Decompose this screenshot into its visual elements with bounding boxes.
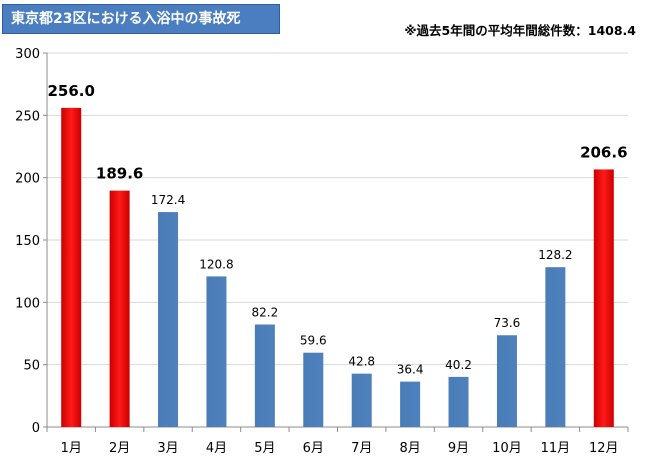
x-tick-label: 9月 [448, 441, 469, 456]
average-note: ※過去5年間の平均年間総件数：1408.4 [404, 23, 636, 38]
bar [158, 212, 179, 427]
y-tick-label: 300 [15, 47, 40, 62]
bar [545, 267, 566, 427]
x-tick-label: 7月 [351, 441, 372, 456]
x-tick-labels: 1月 2月 3月 4月 5月 6月 7月 8月 9月 10月 11月 12月 [61, 441, 619, 456]
data-label: 36.4 [397, 363, 424, 377]
bar [496, 335, 517, 427]
x-tick-label: 11月 [541, 441, 571, 456]
bar [303, 352, 324, 427]
data-label: 59.6 [300, 334, 327, 348]
data-label: 206.6 [580, 143, 627, 161]
data-label: 120.8 [199, 257, 233, 271]
y-tick-label: 0 [32, 421, 40, 436]
bar-highlighted [61, 107, 82, 427]
chart-title: 東京都23区における入浴中の事故死 [2, 4, 280, 34]
bar [351, 373, 372, 427]
data-label: 256.0 [47, 82, 94, 100]
bar [254, 324, 275, 427]
y-tick-label: 150 [15, 234, 40, 249]
bar-highlighted [593, 169, 614, 427]
data-label: 42.8 [348, 355, 375, 369]
bars [61, 107, 614, 427]
data-label: 189.6 [96, 165, 143, 183]
grid-lines [47, 52, 628, 366]
bar [448, 376, 469, 427]
x-tick-label: 8月 [399, 441, 420, 456]
y-tick-label: 250 [15, 109, 40, 124]
y-tick-label: 50 [23, 359, 40, 374]
data-label: 128.2 [538, 248, 572, 262]
y-tick-labels: 0 50 100 150 200 250 300 [15, 47, 40, 436]
y-tick-label: 200 [15, 172, 40, 187]
x-tick-label: 12月 [589, 441, 619, 456]
x-tick-label: 1月 [61, 441, 82, 456]
data-labels: 256.0 189.6 172.4 120.8 82.2 59.6 42.8 36.4 40.2… [47, 82, 627, 377]
data-label: 40.2 [445, 358, 472, 372]
x-tick-label: 5月 [254, 441, 275, 456]
x-tick-label: 6月 [303, 441, 324, 456]
y-tick-label: 100 [15, 296, 40, 311]
x-tick-label: 2月 [109, 441, 130, 456]
axes [43, 52, 629, 432]
data-label: 73.6 [494, 316, 521, 330]
data-label: 172.4 [151, 193, 185, 207]
x-tick-label: 10月 [492, 441, 522, 456]
bar-highlighted [109, 190, 130, 427]
x-tick-label: 4月 [206, 441, 227, 456]
bar [206, 276, 227, 427]
bar [400, 381, 421, 427]
data-label: 82.2 [252, 306, 279, 320]
x-tick-label: 3月 [157, 441, 178, 456]
